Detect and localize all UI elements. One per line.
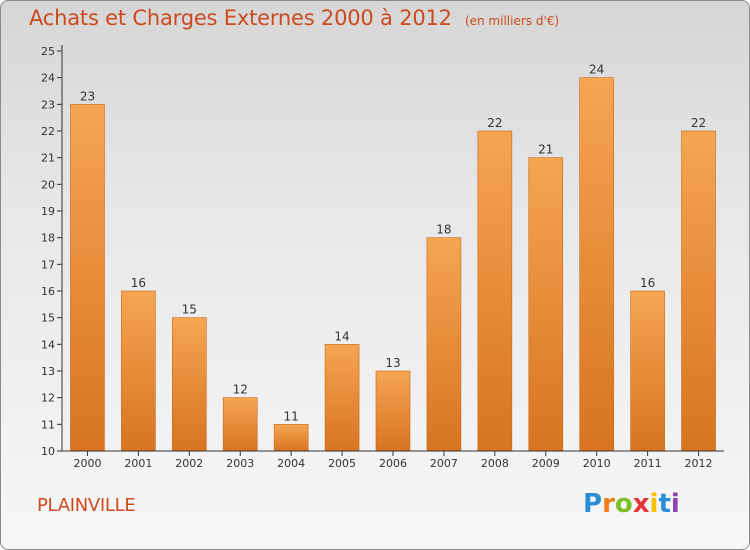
data-labels: 23 16 15 12 11 14 13 18 22 21 24 16 22 (80, 63, 706, 424)
y-tick-label: 17 (41, 258, 55, 271)
bar-value-label: 14 (334, 329, 349, 343)
y-tick-label: 13 (41, 365, 55, 378)
bar-2005 (324, 344, 360, 452)
bar-2010 (579, 77, 614, 452)
y-tick-label: 15 (41, 312, 55, 325)
bars (70, 77, 716, 452)
y-axis: 10 11 12 13 14 15 16 17 18 19 20 21 22 23 24 25 (41, 45, 63, 458)
logo-letter: x (632, 489, 650, 519)
y-tick-label: 12 (41, 392, 55, 405)
bar-2003 (222, 397, 258, 452)
bar-2007 (426, 237, 462, 452)
bar-value-label: 22 (487, 116, 502, 130)
y-tick-label: 22 (41, 125, 55, 138)
y-tick-label: 20 (41, 178, 55, 191)
bar-value-label: 21 (538, 143, 553, 157)
y-tick-label: 23 (41, 98, 55, 111)
bar-value-label: 22 (691, 116, 706, 130)
bar-value-label: 12 (233, 383, 248, 397)
bar-value-label: 11 (284, 409, 299, 423)
title-row: Achats et Charges Externes 2000 à 2012 (… (29, 6, 559, 30)
x-tick-label: 2012 (685, 457, 713, 470)
x-tick-label: 2011 (634, 457, 662, 470)
y-tick-label: 24 (41, 72, 55, 85)
bar-2012 (681, 130, 716, 452)
bar-value-label: 24 (589, 63, 604, 77)
bar-value-label: 16 (640, 276, 655, 290)
bar-value-label: 15 (182, 303, 197, 317)
x-tick-label: 2001 (124, 457, 152, 470)
logo-letter: r (602, 489, 615, 519)
bar-2004 (273, 424, 309, 452)
logo-letter: i (670, 489, 680, 519)
bar-value-label: 16 (131, 276, 146, 290)
x-tick-label: 2005 (328, 457, 356, 470)
y-tick-label: 14 (41, 338, 55, 351)
chart-title: Achats et Charges Externes 2000 à 2012 (29, 6, 452, 30)
bar-2002 (172, 317, 207, 452)
logo-letter: P (583, 489, 603, 519)
y-tick-label: 25 (41, 45, 55, 58)
city-name: PLAINVILLE (37, 495, 136, 516)
bar-2000 (70, 104, 105, 452)
logo-letter: o (614, 489, 633, 519)
x-tick-label: 2006 (379, 457, 407, 470)
x-tick-label: 2000 (73, 457, 101, 470)
x-axis: 2000 2001 2002 2003 2004 2005 2006 2007 2008 2009… (62, 450, 724, 470)
x-tick-label: 2009 (532, 457, 560, 470)
y-tick-label: 18 (41, 232, 55, 245)
x-tick-label: 2002 (175, 457, 203, 470)
chart-unit: (en milliers d'€) (464, 14, 560, 28)
y-tick-label: 19 (41, 205, 55, 218)
x-tick-label: 2007 (430, 457, 458, 470)
x-tick-label: 2008 (481, 457, 509, 470)
y-tick-label: 10 (41, 445, 55, 458)
bar-value-label: 18 (436, 223, 451, 237)
logo-letter: t (658, 489, 671, 519)
x-tick-label: 2010 (583, 457, 611, 470)
y-tick-label: 21 (41, 152, 55, 165)
y-tick-label: 16 (41, 285, 55, 298)
bar-value-label: 13 (385, 356, 400, 370)
bar-2008 (477, 130, 513, 452)
x-tick-label: 2004 (277, 457, 305, 470)
bar-2001 (121, 290, 156, 452)
bar-value-label: 23 (80, 89, 95, 103)
logo-letter: i (649, 489, 659, 519)
proxiti-logo: Proxiti (583, 489, 680, 519)
bar-2009 (528, 157, 564, 452)
bar-2011 (630, 290, 665, 452)
x-tick-label: 2003 (226, 457, 254, 470)
y-tick-label: 11 (41, 418, 55, 431)
bar-2006 (375, 370, 411, 452)
